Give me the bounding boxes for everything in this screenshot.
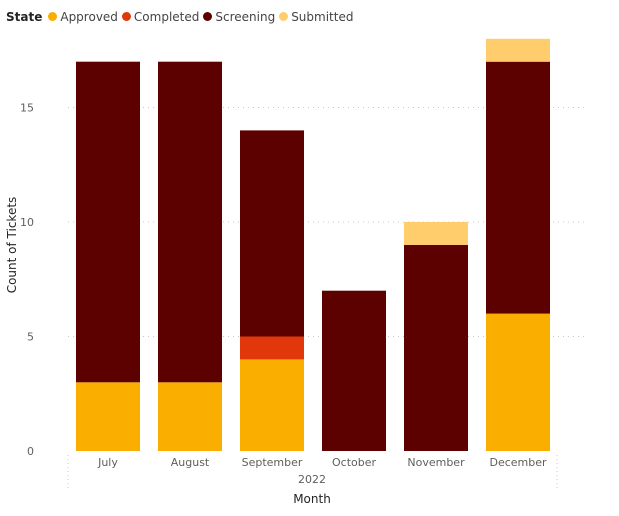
legend-marker xyxy=(203,12,213,22)
legend-marker xyxy=(279,12,289,22)
y-tick-label: 15 xyxy=(20,102,34,115)
y-axis-title: Count of Tickets xyxy=(5,197,19,294)
bar-segment-approved xyxy=(486,313,550,451)
y-tick-label: 0 xyxy=(27,445,34,458)
bar-segment-submitted xyxy=(404,222,468,245)
x-group-label: 2022 xyxy=(298,473,326,486)
bar-segment-completed xyxy=(240,336,304,360)
bar-segment-screening xyxy=(322,290,386,451)
x-tick-label: December xyxy=(489,456,547,469)
legend-item-approved[interactable]: Approved xyxy=(48,10,118,24)
legend-item-screening[interactable]: Screening xyxy=(203,10,275,24)
x-tick-label: October xyxy=(332,456,376,469)
legend-item-submitted[interactable]: Submitted xyxy=(279,10,353,24)
bar-segment-screening xyxy=(486,61,550,314)
legend-item-completed[interactable]: Completed xyxy=(121,9,200,24)
legend-label: Approved xyxy=(60,9,118,24)
bar-segment-approved xyxy=(76,382,140,451)
bar-segment-approved xyxy=(240,359,304,451)
x-tick-label: September xyxy=(242,456,303,469)
bar-segment-submitted xyxy=(486,38,550,62)
bar-segment-screening xyxy=(240,130,304,337)
x-axis-title: Month xyxy=(293,492,331,506)
bar-segment-screening xyxy=(158,61,222,383)
legend-label: Completed xyxy=(133,9,200,24)
legend-marker xyxy=(48,12,58,22)
legend-marker xyxy=(121,12,131,22)
legend-title: State xyxy=(6,10,43,24)
legend-items: Approved Completed Screening Submitted xyxy=(48,10,357,25)
x-tick-label: July xyxy=(97,456,118,469)
y-tick-label: 10 xyxy=(20,216,34,229)
legend: State Approved Completed Screening Submitte… xyxy=(6,8,357,26)
legend-label: Screening xyxy=(215,9,276,24)
x-tick-label: November xyxy=(407,456,465,469)
legend-label: Submitted xyxy=(291,9,354,24)
bar-segment-screening xyxy=(404,244,468,451)
x-tick-label: August xyxy=(171,456,210,469)
bar-segment-approved xyxy=(158,382,222,451)
y-tick-label: 5 xyxy=(27,331,34,344)
bar-segment-screening xyxy=(76,61,140,383)
